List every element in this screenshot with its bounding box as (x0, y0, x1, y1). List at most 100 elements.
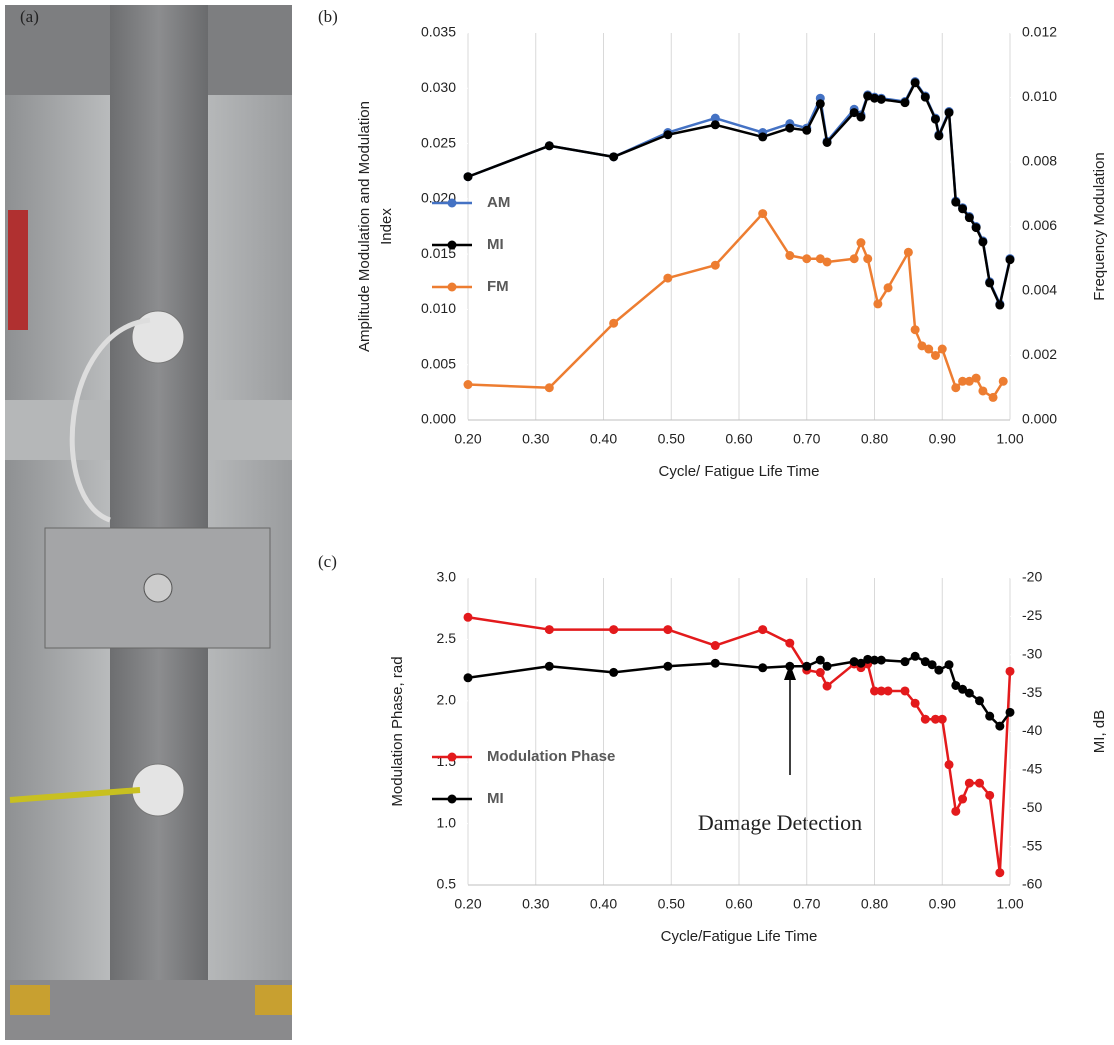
panel-label: (c) (318, 552, 337, 571)
legend-label: FM (487, 278, 509, 295)
point (856, 238, 866, 248)
y-tick-label: 0.5 (437, 876, 457, 892)
point (663, 130, 673, 140)
point (958, 794, 968, 804)
point (822, 661, 832, 671)
point (463, 612, 473, 622)
x-tick-label: 0.70 (793, 431, 820, 447)
y-tick-label: 0.010 (421, 300, 456, 316)
point (975, 778, 985, 788)
point (995, 868, 1005, 878)
panel-label: (b) (318, 7, 338, 26)
point (863, 254, 873, 264)
point (758, 132, 768, 142)
point (910, 698, 920, 708)
point (663, 625, 673, 635)
point (863, 654, 873, 664)
point (758, 209, 768, 219)
point (870, 93, 879, 103)
point (663, 661, 673, 671)
y2-tick-label: 0.010 (1022, 88, 1057, 104)
point (876, 655, 886, 665)
y2-tick-label: 0.008 (1022, 153, 1057, 169)
point (920, 657, 930, 667)
y-axis-title: Index (378, 208, 395, 245)
point (1005, 666, 1015, 676)
point (971, 223, 981, 233)
x-tick-label: 0.40 (590, 896, 617, 912)
point (930, 351, 940, 360)
x-tick-label: 0.60 (725, 896, 752, 912)
point (815, 655, 825, 665)
point (544, 141, 554, 151)
series (463, 78, 1015, 310)
panel-label: (a) (20, 7, 39, 26)
point (900, 657, 910, 667)
point (964, 688, 974, 698)
point (971, 373, 981, 383)
point (951, 383, 961, 393)
point (900, 98, 910, 108)
y2-tick-label: 0.006 (1022, 217, 1057, 233)
y-axis-title: Amplitude Modulation and Modulation (356, 101, 373, 352)
point (876, 94, 886, 104)
point (609, 625, 619, 635)
point (937, 344, 947, 354)
point (463, 172, 473, 182)
point (870, 655, 879, 665)
point (710, 658, 720, 668)
point (785, 638, 795, 648)
point (903, 247, 913, 257)
y-tick-label: 0.025 (421, 134, 456, 150)
y2-axis-title: Frequency Modulation (1091, 152, 1108, 300)
point (883, 283, 893, 293)
x-tick-label: 1.00 (996, 431, 1023, 447)
point (802, 125, 812, 135)
point (802, 254, 812, 264)
point (802, 661, 812, 671)
x-tick-label: 0.40 (590, 431, 617, 447)
point (815, 99, 825, 109)
series (463, 612, 1015, 878)
point (924, 344, 934, 354)
y-tick-label: 0.030 (421, 79, 456, 95)
y2-tick-label: -60 (1022, 876, 1042, 892)
y2-axis-title: MI, dB (1091, 710, 1108, 753)
point (927, 660, 937, 670)
point (815, 668, 825, 678)
point (822, 137, 832, 147)
y2-tick-label: -45 (1022, 761, 1042, 777)
point (958, 684, 968, 694)
y2-tick-label: -40 (1022, 722, 1042, 738)
point (710, 641, 720, 651)
y2-tick-label: -25 (1022, 607, 1042, 623)
point (998, 376, 1008, 386)
point (863, 91, 873, 101)
point (856, 658, 866, 668)
point (964, 376, 974, 386)
point (710, 120, 720, 130)
point (883, 686, 893, 696)
point (930, 114, 940, 124)
point (815, 254, 825, 264)
series (463, 209, 1008, 402)
x-axis-title: Cycle/ Fatigue Life Time (659, 463, 820, 480)
point (544, 661, 554, 671)
x-tick-label: 0.20 (454, 896, 481, 912)
point (849, 108, 859, 118)
y2-tick-label: -30 (1022, 645, 1042, 661)
y2-tick-label: -20 (1022, 569, 1042, 585)
point (544, 383, 554, 393)
point (873, 299, 883, 309)
series (463, 651, 1015, 731)
point (785, 251, 795, 261)
point (758, 625, 768, 635)
point (849, 657, 859, 667)
point (934, 131, 944, 141)
point (910, 78, 920, 88)
point (856, 112, 866, 122)
point (988, 392, 998, 402)
x-tick-label: 0.30 (522, 431, 549, 447)
legend-label: Modulation Phase (487, 748, 615, 765)
